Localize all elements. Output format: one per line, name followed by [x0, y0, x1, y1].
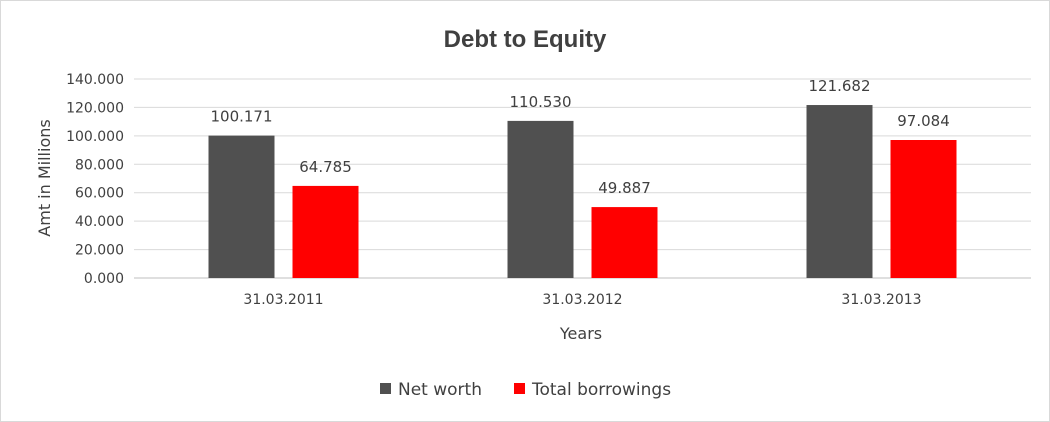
legend: Net worth Total borrowings: [380, 380, 671, 400]
chart-title: Debt to Equity: [444, 26, 607, 53]
data-label: 97.084: [897, 112, 950, 130]
y-axis-title: Amt in Millions: [35, 119, 54, 236]
y-tick-label: 0.000: [84, 271, 124, 287]
bar-total-borrowings: [591, 207, 658, 278]
legend-swatch: [380, 383, 391, 394]
x-tick-label: 31.03.2011: [243, 292, 323, 308]
y-tick-label: 140.000: [66, 72, 124, 88]
y-axis-ticks: 0.000 20.000 40.000 60.000 80.000 100.000 120.…: [66, 72, 124, 287]
data-label: 110.530: [509, 93, 571, 111]
legend-swatch: [514, 383, 525, 394]
y-tick-label: 100.000: [66, 129, 124, 145]
bar-total-borrowings: [292, 185, 359, 278]
x-axis-ticks: 31.03.2011 31.03.2012 31.03.2013: [243, 292, 921, 308]
gridlines: [134, 78, 1031, 279]
bar-net-worth: [507, 120, 574, 279]
data-label: 49.887: [598, 179, 651, 197]
bar-net-worth: [208, 135, 275, 278]
y-tick-label: 80.000: [75, 157, 124, 173]
y-tick-label: 20.000: [75, 243, 124, 259]
bar-total-borrowings: [890, 140, 957, 278]
legend-entry: Net worth: [398, 380, 482, 400]
bars: [208, 105, 957, 279]
x-tick-label: 31.03.2013: [841, 292, 921, 308]
y-tick-label: 40.000: [75, 214, 124, 230]
data-label: 100.171: [210, 108, 272, 126]
y-tick-label: 120.000: [66, 100, 124, 116]
y-tick-label: 60.000: [75, 186, 124, 202]
data-label: 64.785: [299, 158, 352, 176]
bar-net-worth: [806, 105, 873, 279]
data-label: 121.682: [808, 77, 870, 95]
x-axis-title: Years: [559, 324, 602, 343]
data-labels: 100.171 64.785 110.530 49.887 121.682 97.084: [210, 77, 949, 197]
x-tick-label: 31.03.2012: [542, 292, 622, 308]
legend-entry: Total borrowings: [531, 380, 671, 400]
